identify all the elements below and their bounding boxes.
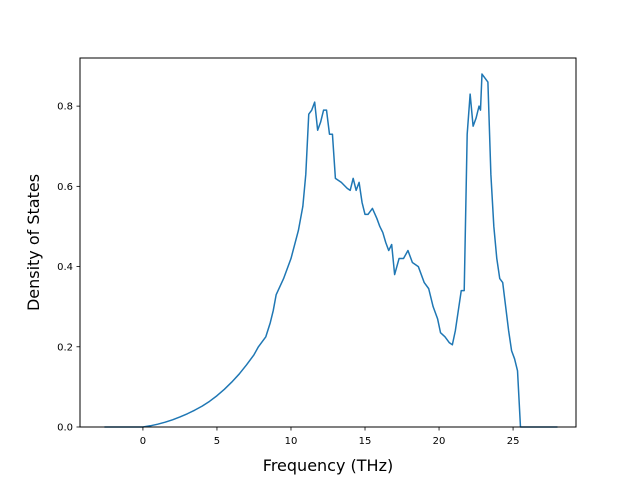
plot-area [104, 73, 558, 428]
y-tick-label: 0.0 [57, 423, 73, 434]
x-tick-label: 25 [507, 436, 520, 447]
x-tick-label: 5 [214, 436, 220, 447]
x-tick-label: 15 [359, 436, 372, 447]
x-tick-label: 20 [433, 436, 446, 447]
y-tick-label: 0.4 [57, 262, 73, 273]
y-tick-label: 0.8 [57, 102, 73, 113]
x-tick-label: 0 [140, 436, 146, 447]
y-axis-ticks: 0.0 0.2 0.4 0.6 0.8 [57, 102, 80, 434]
dos-series-line [104, 73, 558, 428]
axes-frame [79, 57, 577, 428]
x-axis-ticks: 0 5 10 15 20 25 [140, 427, 520, 447]
x-axis-label: Frequency (THz) [263, 456, 393, 475]
x-tick-label: 10 [285, 436, 298, 447]
y-axis-label: Density of States [24, 174, 43, 311]
y-tick-label: 0.2 [57, 342, 73, 353]
y-tick-label: 0.6 [57, 182, 73, 193]
